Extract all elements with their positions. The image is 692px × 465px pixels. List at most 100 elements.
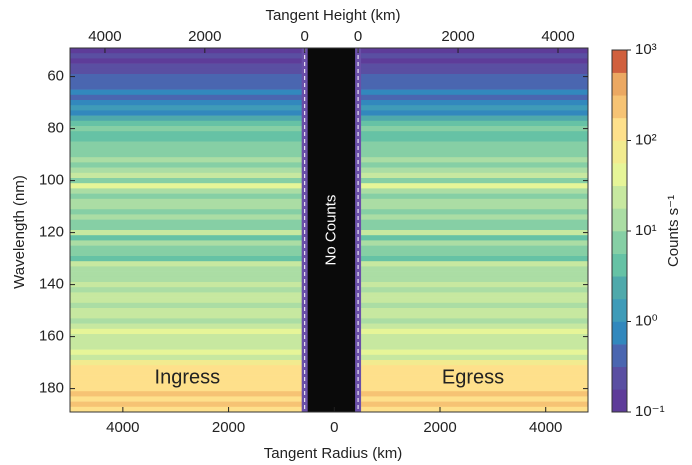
heat-cell xyxy=(70,63,305,70)
heat-cell xyxy=(70,89,305,96)
heat-cell xyxy=(70,167,305,174)
x2-tick-label: 0 xyxy=(354,28,362,45)
heat-cell xyxy=(70,240,305,246)
heat-cell xyxy=(358,240,588,246)
heat-cell xyxy=(358,334,588,340)
heat-cell xyxy=(70,276,305,283)
heat-cell xyxy=(70,214,305,220)
heat-cell xyxy=(358,323,588,330)
heat-cell xyxy=(70,292,305,298)
heat-cell xyxy=(358,328,588,335)
heat-cell xyxy=(358,344,588,350)
heat-cell xyxy=(70,256,305,262)
colorbar-band xyxy=(612,117,627,141)
y-tick-label: 140 xyxy=(39,276,64,293)
x2-tick-label: 2000 xyxy=(441,28,474,45)
heat-cell xyxy=(358,406,588,413)
x-tick-label: 4000 xyxy=(529,419,562,436)
colorbar-band xyxy=(612,298,627,322)
heat-cell xyxy=(358,391,588,397)
colorbar-tick-label: 10² xyxy=(635,131,657,148)
heat-cell xyxy=(358,287,588,293)
heat-cell xyxy=(358,370,588,376)
heat-cell xyxy=(70,235,305,241)
heat-cell xyxy=(358,120,588,127)
heat-cell xyxy=(70,261,305,267)
heat-cell xyxy=(70,120,305,127)
colorbar-tick-label: 10⁻¹ xyxy=(635,403,665,420)
colorbar-band xyxy=(612,185,627,209)
y-tick-label: 160 xyxy=(39,328,64,345)
heat-cell xyxy=(70,380,305,387)
heat-cell xyxy=(70,344,305,350)
heat-cell xyxy=(70,126,305,132)
heat-cell xyxy=(70,282,305,288)
heat-cell xyxy=(70,178,305,184)
colorbar-band xyxy=(612,208,627,232)
x-tick-label: 0 xyxy=(330,419,338,436)
heat-cell xyxy=(358,308,588,314)
heat-cell xyxy=(70,84,305,90)
heat-cell xyxy=(358,68,588,75)
heat-cell xyxy=(358,354,588,361)
heat-cell xyxy=(70,224,305,231)
heat-cell xyxy=(70,172,305,179)
plot-frame xyxy=(69,47,589,413)
colorbar-band xyxy=(612,366,627,390)
heat-cell xyxy=(70,188,305,194)
heat-cell xyxy=(358,157,588,163)
heat-cell xyxy=(70,136,305,142)
heat-cell xyxy=(70,115,305,122)
heat-cell xyxy=(358,401,588,408)
heat-cell xyxy=(358,349,588,356)
y-tick-label: 60 xyxy=(47,68,64,85)
heat-cell xyxy=(358,318,588,324)
heat-cell xyxy=(70,386,305,392)
heat-cell xyxy=(358,74,588,80)
heat-cell xyxy=(70,110,305,116)
x-axis-title: Tangent Radius (km) xyxy=(264,445,402,462)
heat-cell xyxy=(358,386,588,392)
heat-cell xyxy=(70,53,305,59)
heat-cell xyxy=(70,339,305,345)
heat-cell xyxy=(358,245,588,252)
heat-cell xyxy=(70,360,305,366)
heat-cell xyxy=(70,287,305,293)
heat-cell xyxy=(70,198,305,205)
heat-cell xyxy=(70,219,305,226)
heat-cell xyxy=(358,292,588,298)
y-tick-label: 120 xyxy=(39,224,64,241)
heat-cell xyxy=(358,360,588,366)
heat-cell xyxy=(70,204,305,210)
colorbar-band xyxy=(612,72,627,96)
colorbar-band xyxy=(612,50,627,73)
x2-tick-label: 2000 xyxy=(188,28,221,45)
heat-cell xyxy=(358,94,588,101)
heat-cell xyxy=(358,302,588,309)
heat-cell xyxy=(70,58,305,64)
no-data-region xyxy=(304,48,359,412)
x-tick-label: 2000 xyxy=(212,419,245,436)
heat-cell xyxy=(358,250,588,257)
heat-cell xyxy=(70,370,305,376)
heat-cell xyxy=(70,406,305,413)
heat-cell xyxy=(70,354,305,361)
y-axis-title: Wavelength (nm) xyxy=(11,175,28,289)
heat-cell xyxy=(70,318,305,324)
heat-cell xyxy=(70,131,305,137)
heat-cell xyxy=(70,209,305,215)
x2-tick-label: 4000 xyxy=(88,28,121,45)
heat-cell xyxy=(70,74,305,80)
heat-cell xyxy=(358,396,588,402)
heat-cell xyxy=(358,84,588,90)
heat-cell xyxy=(358,48,588,54)
heat-cell xyxy=(358,256,588,262)
heat-cell xyxy=(358,204,588,210)
heat-cell xyxy=(70,328,305,335)
heat-cell xyxy=(70,79,305,85)
heat-cell xyxy=(358,167,588,174)
colorbar-band xyxy=(612,276,627,300)
y-tick-label: 100 xyxy=(39,172,64,189)
heat-cell xyxy=(70,183,305,189)
